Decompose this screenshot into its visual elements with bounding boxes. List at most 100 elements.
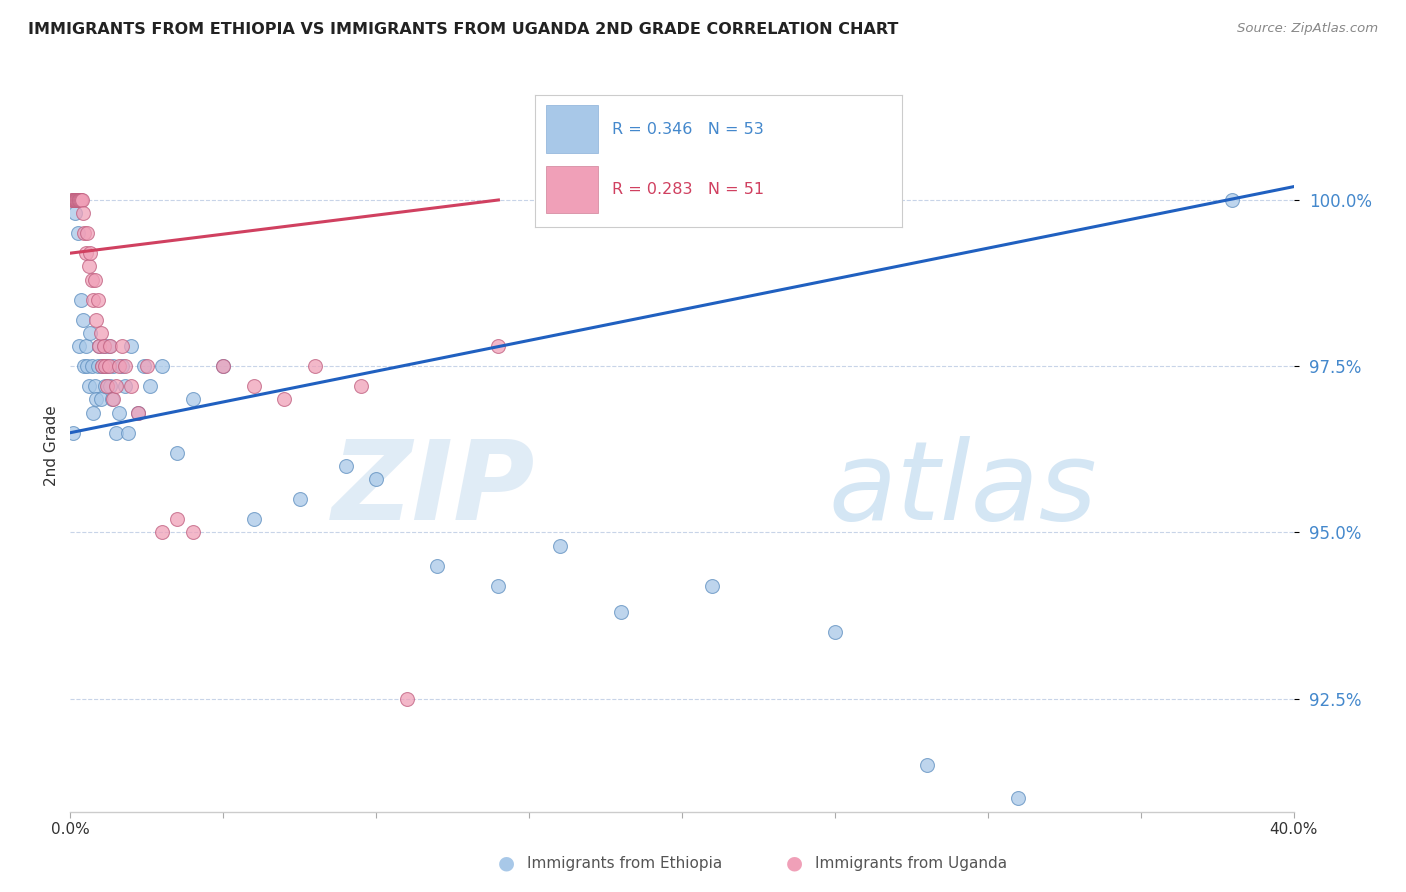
Point <box>610 605 633 619</box>
Point <box>181 525 204 540</box>
Point <box>94 379 117 393</box>
Point <box>77 379 100 393</box>
Point <box>72 206 94 220</box>
Point <box>426 558 449 573</box>
Point <box>121 339 143 353</box>
Point <box>335 458 357 473</box>
Text: Source: ZipAtlas.com: Source: ZipAtlas.com <box>1237 22 1378 36</box>
Point <box>63 193 86 207</box>
Point <box>89 339 111 353</box>
Point <box>98 379 121 393</box>
Point <box>65 193 87 207</box>
Point <box>79 326 101 340</box>
Point <box>79 246 101 260</box>
Point <box>288 492 311 507</box>
Point <box>304 359 326 374</box>
Point <box>66 226 89 240</box>
Point <box>66 193 89 207</box>
Point <box>82 406 104 420</box>
Point <box>273 392 295 407</box>
Point <box>101 359 124 374</box>
Point <box>824 625 846 640</box>
Point <box>121 379 143 393</box>
Point <box>89 339 111 353</box>
Point <box>87 359 110 374</box>
Point <box>76 226 98 240</box>
Point <box>90 392 112 407</box>
Point <box>150 525 173 540</box>
Point <box>80 359 103 374</box>
Point <box>90 326 112 340</box>
Point <box>84 392 107 407</box>
Point <box>243 512 266 526</box>
Point <box>105 379 128 393</box>
Point <box>166 445 188 459</box>
Point <box>1220 193 1243 207</box>
Point <box>65 193 87 207</box>
Point <box>83 379 105 393</box>
Point <box>73 226 96 240</box>
Point <box>73 359 96 374</box>
Point <box>105 425 128 440</box>
Point <box>77 260 100 274</box>
Point <box>72 312 94 326</box>
Point <box>63 193 86 207</box>
Point <box>96 379 118 393</box>
Point <box>82 293 104 307</box>
Point <box>111 339 134 353</box>
Point <box>66 193 89 207</box>
Point <box>108 406 131 420</box>
Point <box>91 359 114 374</box>
Point <box>166 512 188 526</box>
Point <box>1007 791 1029 805</box>
Point <box>62 193 84 207</box>
Point <box>366 472 388 486</box>
Point <box>93 339 115 353</box>
Point <box>97 339 120 353</box>
Point <box>60 193 83 207</box>
Point <box>488 579 510 593</box>
Point <box>76 359 98 374</box>
Point <box>212 359 235 374</box>
Point <box>139 379 162 393</box>
Point <box>83 273 105 287</box>
Point <box>100 392 122 407</box>
Y-axis label: 2nd Grade: 2nd Grade <box>44 406 59 486</box>
Point <box>114 359 136 374</box>
Text: atlas: atlas <box>828 436 1097 543</box>
Point <box>67 193 90 207</box>
Point <box>548 539 571 553</box>
Point <box>488 339 510 353</box>
Point <box>93 339 115 353</box>
Point <box>181 392 204 407</box>
Text: ●: ● <box>498 854 515 873</box>
Point <box>111 359 134 374</box>
Point <box>132 359 155 374</box>
Point <box>84 312 107 326</box>
Text: ZIP: ZIP <box>332 436 536 543</box>
Point <box>87 293 110 307</box>
Point <box>91 359 114 374</box>
Text: ●: ● <box>786 854 803 873</box>
Point <box>212 359 235 374</box>
Point <box>135 359 157 374</box>
Point <box>70 193 93 207</box>
Point <box>62 193 84 207</box>
Point <box>98 339 121 353</box>
Point <box>127 406 149 420</box>
Point <box>150 359 173 374</box>
Point <box>63 206 86 220</box>
Point <box>96 359 118 374</box>
Point <box>395 691 418 706</box>
Point <box>117 425 139 440</box>
Point <box>94 359 117 374</box>
Point <box>97 359 120 374</box>
Point <box>70 193 93 207</box>
Point <box>65 193 87 207</box>
Point <box>69 193 91 207</box>
Text: Immigrants from Uganda: Immigrants from Uganda <box>815 856 1008 871</box>
Text: IMMIGRANTS FROM ETHIOPIA VS IMMIGRANTS FROM UGANDA 2ND GRADE CORRELATION CHART: IMMIGRANTS FROM ETHIOPIA VS IMMIGRANTS F… <box>28 22 898 37</box>
Point <box>915 758 938 772</box>
Point <box>80 273 103 287</box>
Point <box>69 193 91 207</box>
